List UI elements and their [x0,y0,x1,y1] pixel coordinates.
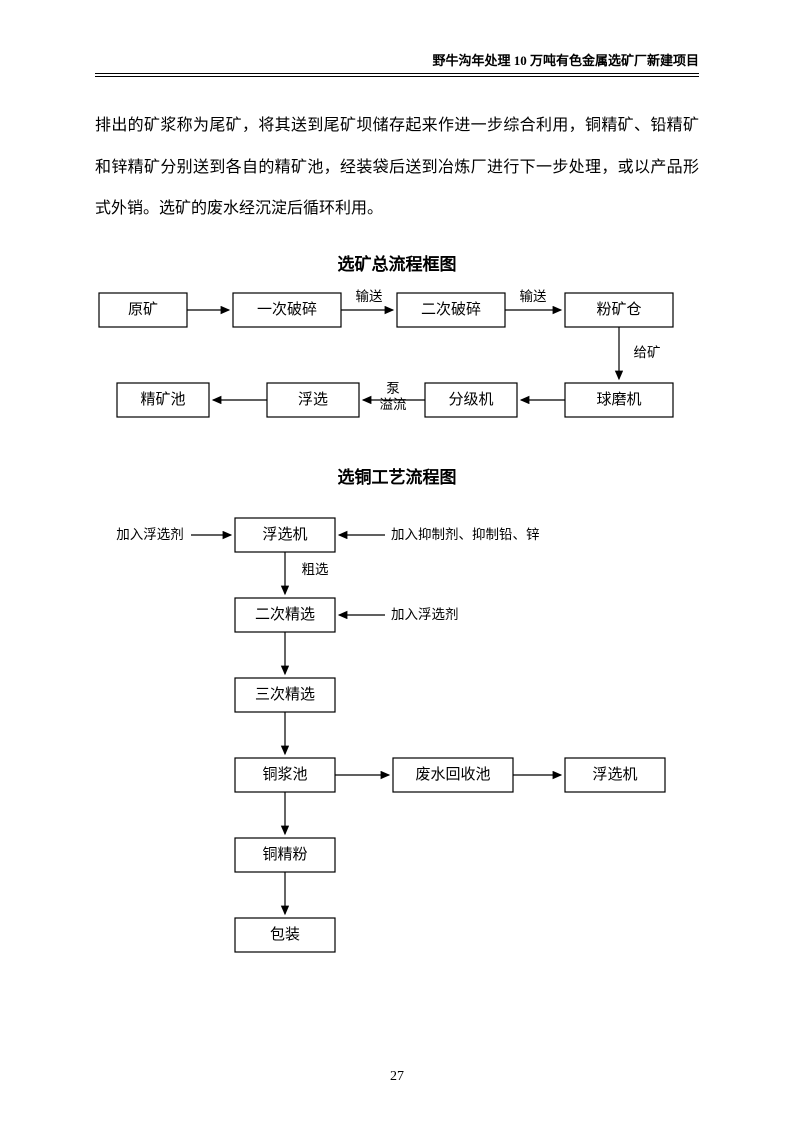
node-raw-ore: 原矿 [128,301,158,318]
chart2-title: 选铜工艺流程图 [95,463,699,488]
node2-package: 包装 [270,926,300,943]
body-paragraph: 排出的矿浆称为尾矿，将其送到尾矿坝储存起来作进一步综合利用，铜精矿、铅精矿和锌精… [95,105,699,230]
node2-waste-pool: 废水回收池 [415,766,490,783]
node2-flotation-machine: 浮选机 [262,526,307,543]
chart1-title: 选矿总流程框图 [95,250,699,275]
node-ball-mill: 球磨机 [596,391,641,408]
label2-right-add: 加入抑制剂、抑制铅、锌 [391,527,540,542]
edge-label-overflow: 溢流 [380,397,407,412]
edge2-rough: 粗选 [302,562,329,577]
node-concentrate: 精矿池 [140,391,185,408]
node-crush1: 一次破碎 [257,301,317,318]
edge-label-convey2: 输送 [520,289,548,304]
edge-label-convey1: 输送 [356,289,383,304]
node-classifier: 分级机 [448,391,493,408]
label2-left-add: 加入浮选剂 [116,527,184,542]
node-flotation: 浮选 [298,391,328,408]
edge-label-feed: 给矿 [634,345,661,360]
node-powder-bin: 粉矿仓 [596,301,641,318]
page-number: 27 [0,1069,794,1085]
header-underline [95,76,699,77]
flowchart-2: 浮选机 二次精选 三次精选 铜浆池 铜精粉 包装 废水回收池 浮选机 粗选 [95,498,699,988]
label2-right-add2: 加入浮选剂 [391,607,459,622]
flowchart-1: 原矿 一次破碎 二次破碎 粉矿仓 球磨机 分级机 浮选 精矿池 输送 输送 [95,285,699,435]
node2-refine3: 三次精选 [255,686,315,703]
page-header: 野牛沟年处理 10 万吨有色金属选矿厂新建项目 [95,50,699,74]
node-crush2: 二次破碎 [421,301,481,318]
node2-cu-powder: 铜精粉 [262,846,307,863]
node2-flotation2: 浮选机 [592,766,637,783]
node2-refine2: 二次精选 [255,606,315,623]
node2-cu-pool: 铜浆池 [262,765,307,783]
edge-label-pump: 泵 [386,381,400,396]
